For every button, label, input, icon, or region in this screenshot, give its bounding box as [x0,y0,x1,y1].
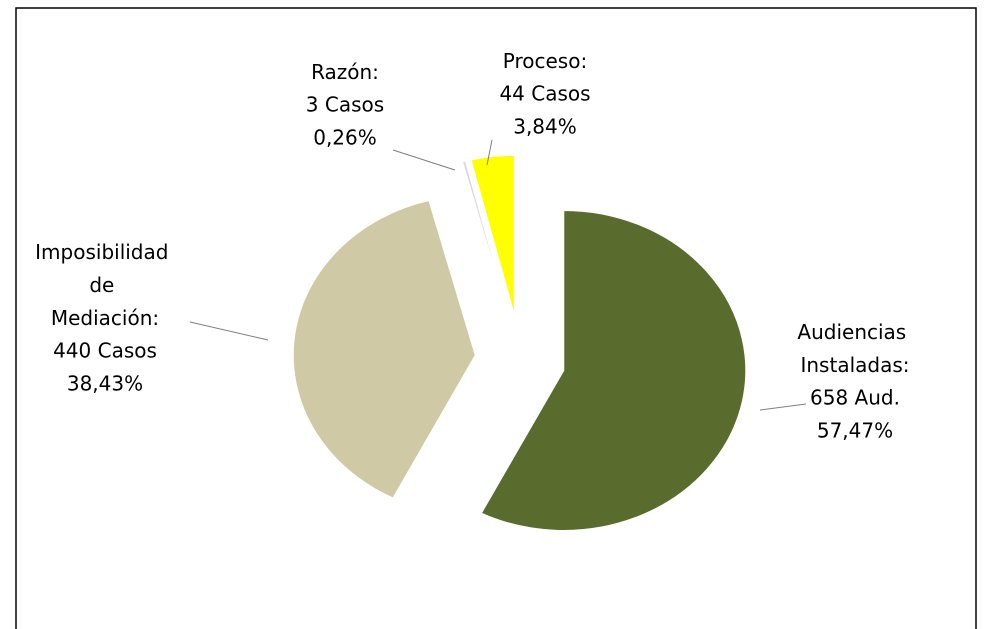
label-line: Proceso: [503,49,587,73]
chart-frame [15,7,977,629]
label-line: Audiencias [797,320,912,344]
label-line: de [89,273,120,297]
label-line: Instaladas: [800,353,909,377]
value-label: 3,84% [513,115,577,139]
value-label: 38,43% [67,372,143,396]
pie-slice [292,199,476,499]
slice-label: Razón: [311,60,379,84]
pie-slice [480,209,747,531]
leader-line [392,149,456,171]
slice-label: Imposibilidad de Mediación: [35,240,175,330]
count-label: 440 Casos [53,339,157,363]
label-line: Mediación: [51,306,159,330]
value-label: 0,26% [313,126,377,150]
count-label: 658 Aud. [810,386,900,410]
leader-line [759,403,807,411]
slice-label: Audiencias Instaladas: [797,320,912,377]
pie-slice [461,160,510,317]
label-line: Razón: [311,60,379,84]
count-label: 3 Casos [306,93,384,117]
label-line: Imposibilidad [35,240,175,264]
pie-slice [470,154,516,316]
slice-label: Proceso: [503,49,587,73]
value-label: 57,47% [817,419,893,443]
leader-line [486,139,493,166]
count-label: 44 Casos [499,82,590,106]
leader-line [189,321,269,341]
